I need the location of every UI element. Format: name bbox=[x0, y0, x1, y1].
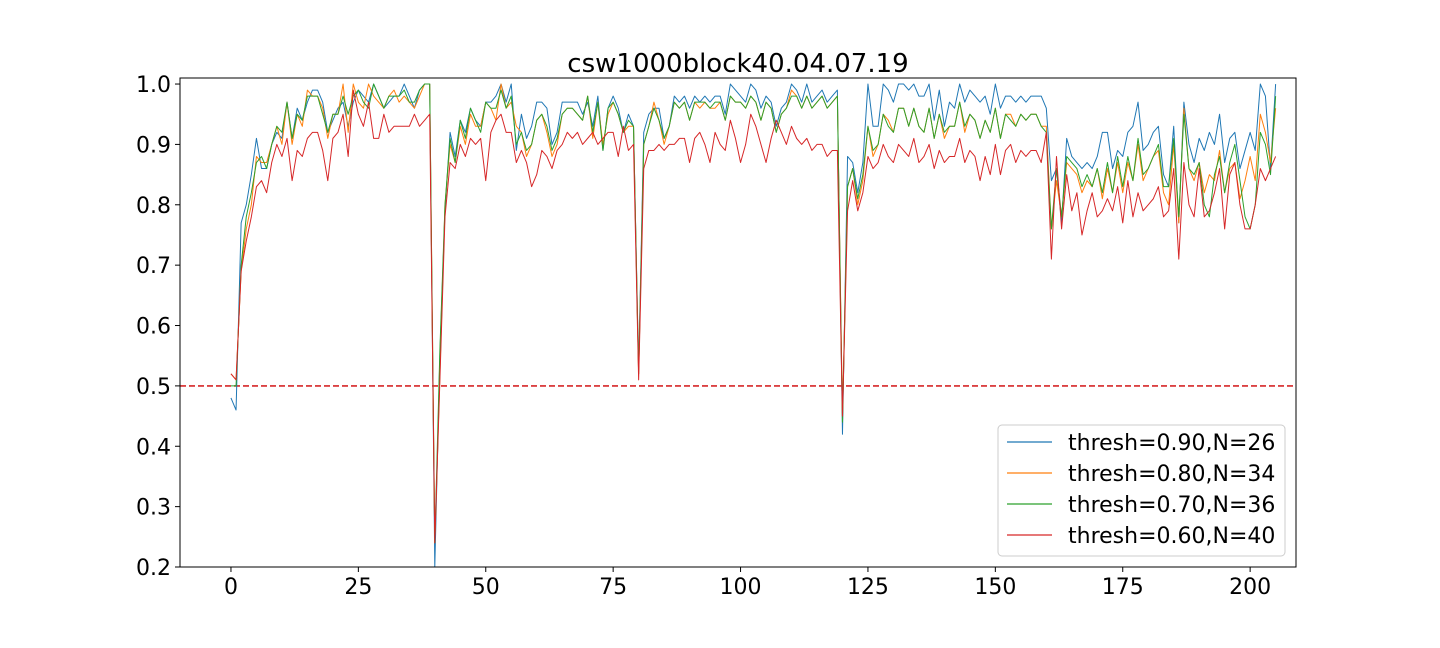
legend: thresh=0.90,N=26 thresh=0.80,N=34 thresh=0… bbox=[997, 424, 1286, 557]
y-tick-label: 0.4 bbox=[136, 435, 171, 460]
y-tick-label: 0.8 bbox=[136, 194, 171, 219]
y-tick-label: 1.0 bbox=[136, 73, 171, 98]
series-line-1 bbox=[230, 83, 1277, 567]
series-layer bbox=[230, 83, 1277, 567]
y-tick-label: 0.3 bbox=[136, 496, 171, 521]
y-axis-ticks: 0.2 0.3 0.4 0.5 0.6 0.7 0.8 0.9 1.0 bbox=[136, 73, 180, 581]
legend-label: thresh=0.70,N=36 bbox=[1068, 493, 1275, 518]
x-tick-label: 100 bbox=[720, 575, 762, 600]
y-tick-label: 0.9 bbox=[136, 133, 171, 158]
x-tick-label: 50 bbox=[472, 575, 500, 600]
legend-box bbox=[997, 424, 1286, 557]
plot-frame bbox=[179, 77, 1297, 568]
x-tick-label: 75 bbox=[599, 575, 627, 600]
x-tick-label: 0 bbox=[224, 575, 238, 600]
x-tick-label: 25 bbox=[344, 575, 372, 600]
x-axis-ticks: 0 25 50 75 100 125 150 175 200 bbox=[224, 567, 1271, 600]
x-tick-label: 150 bbox=[974, 575, 1016, 600]
chart-title: csw1000block40.04.07.19 bbox=[567, 49, 908, 79]
x-tick-label: 175 bbox=[1102, 575, 1144, 600]
series-line-4 bbox=[230, 89, 1277, 544]
series-line-3 bbox=[230, 83, 1277, 544]
x-tick-label: 125 bbox=[847, 575, 889, 600]
legend-label: thresh=0.60,N=40 bbox=[1068, 524, 1275, 549]
y-tick-label: 0.2 bbox=[136, 556, 171, 581]
legend-label: thresh=0.90,N=26 bbox=[1068, 431, 1275, 456]
x-tick-label: 200 bbox=[1229, 575, 1271, 600]
y-tick-label: 0.6 bbox=[136, 315, 171, 340]
y-tick-label: 0.7 bbox=[136, 254, 171, 279]
legend-label: thresh=0.80,N=34 bbox=[1068, 462, 1275, 487]
y-tick-label: 0.5 bbox=[136, 375, 171, 400]
